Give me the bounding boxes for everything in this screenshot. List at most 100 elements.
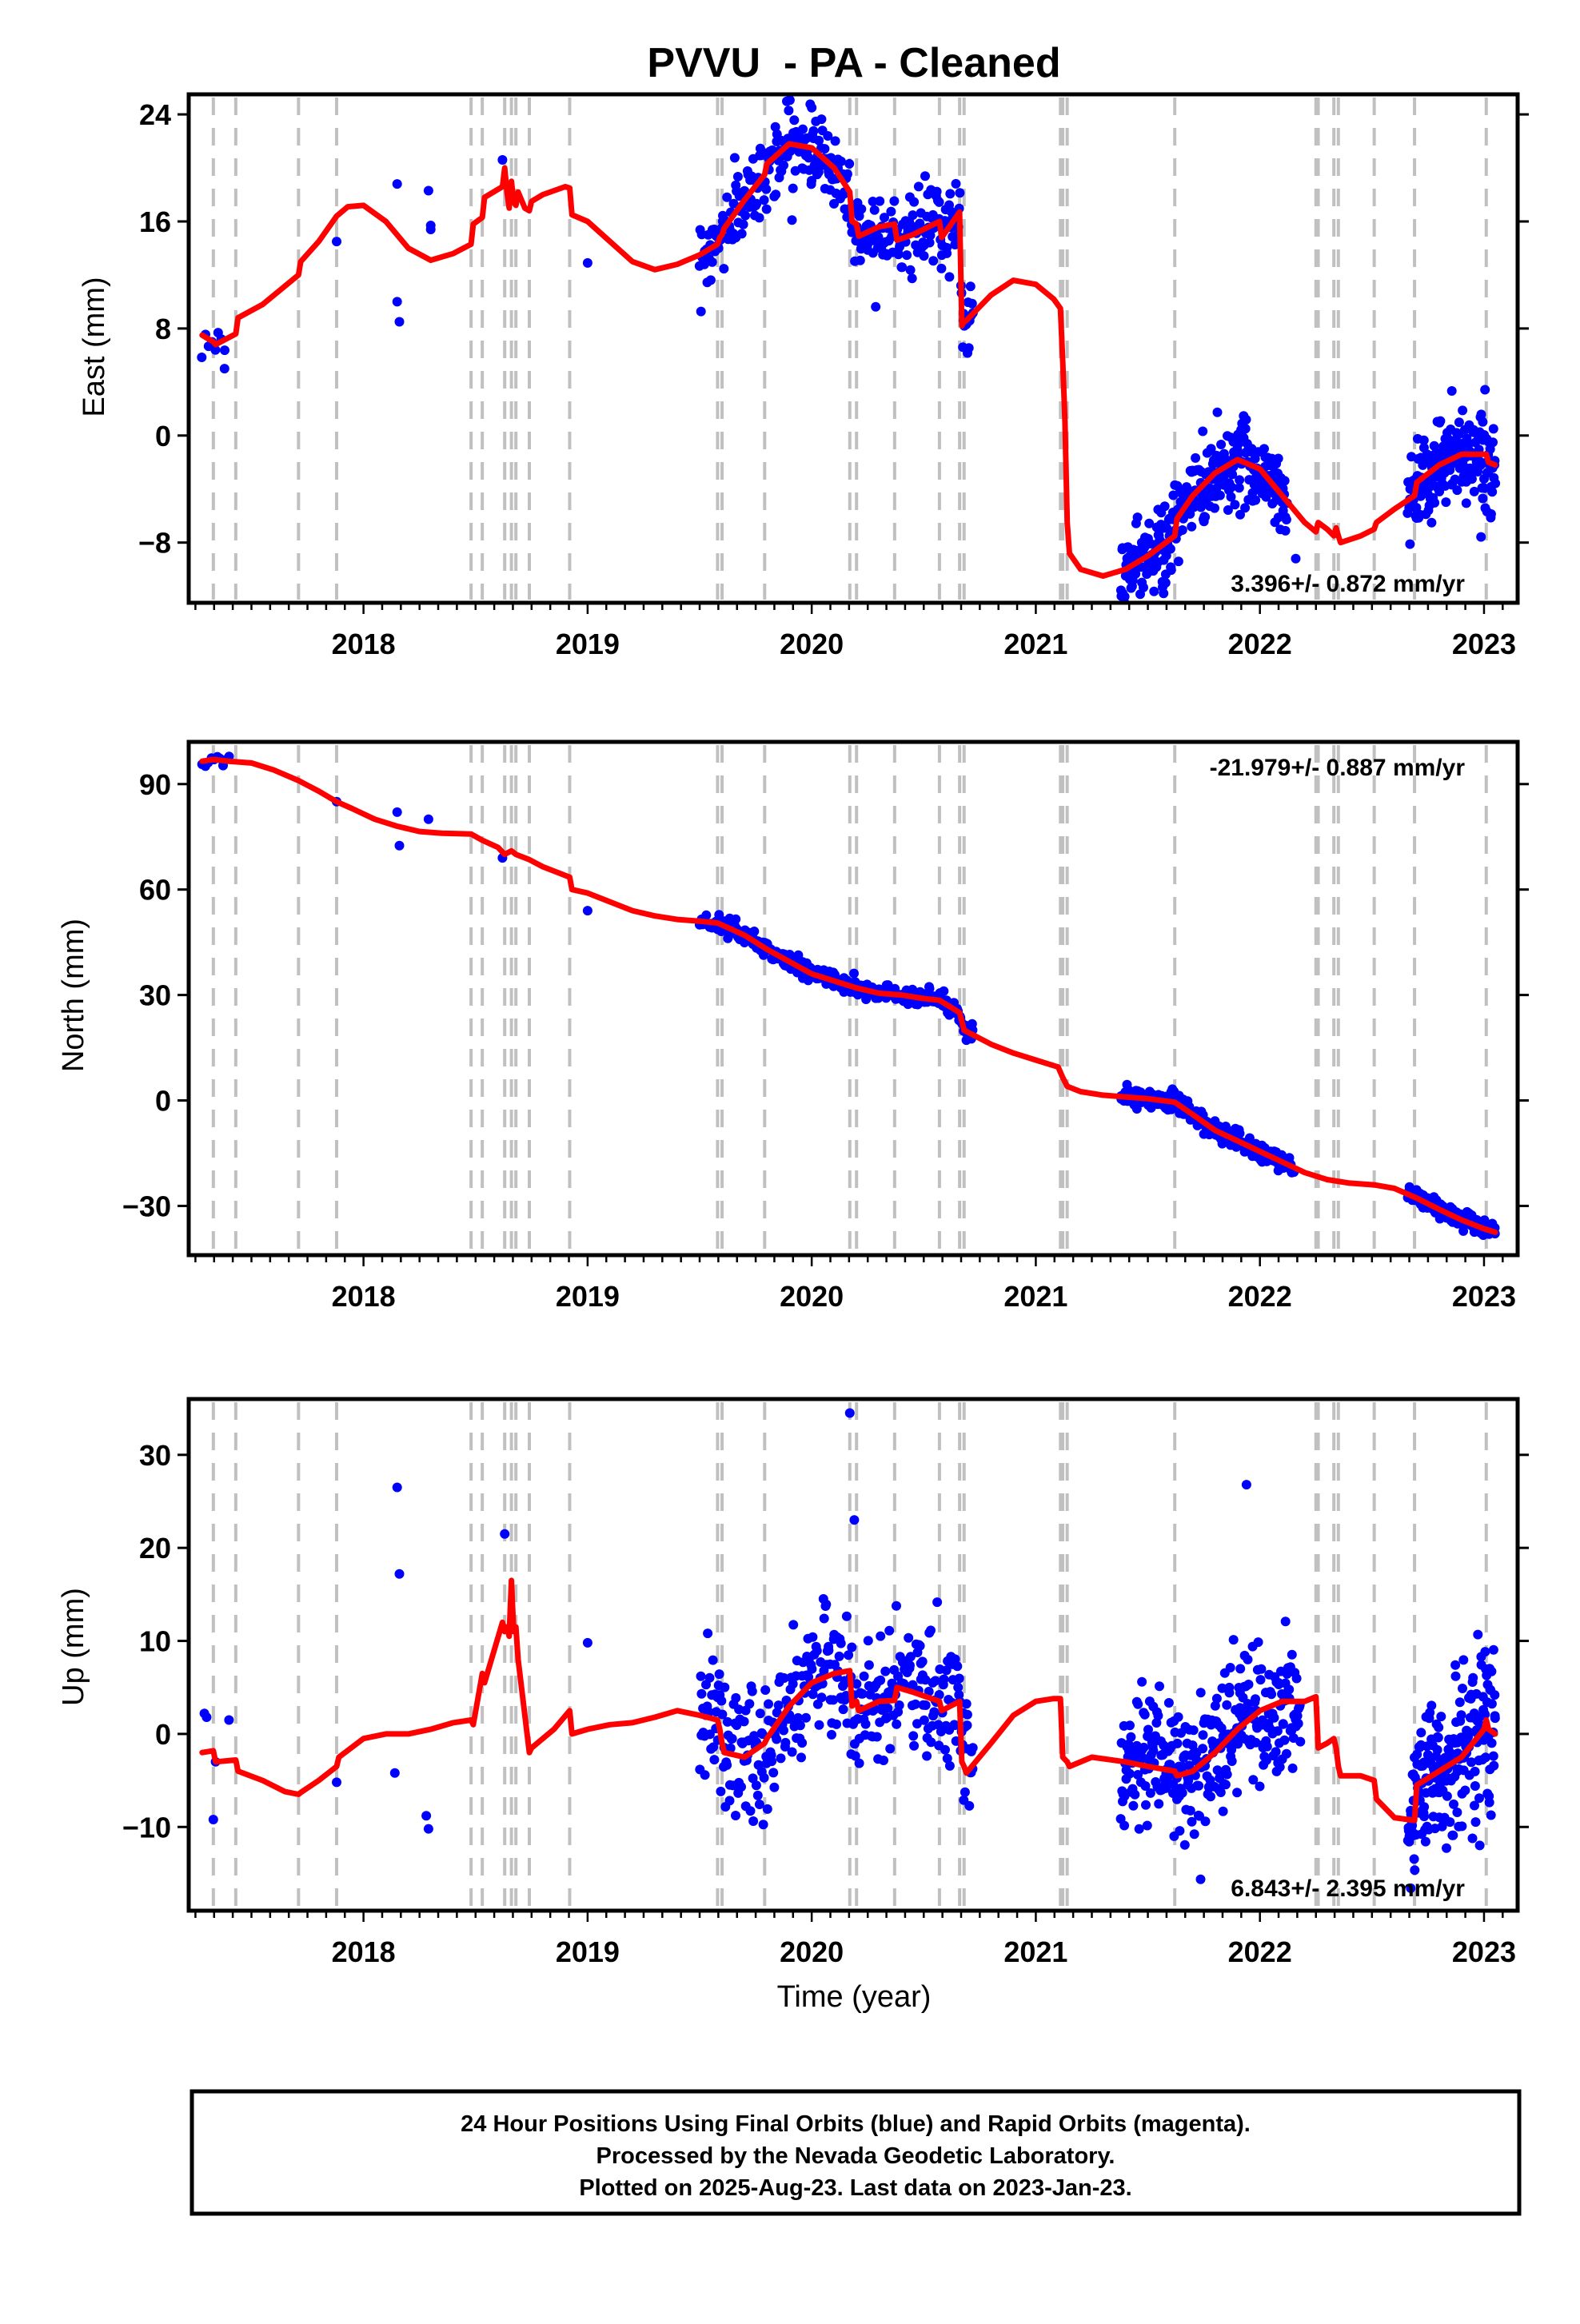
up-data-point	[834, 1651, 844, 1661]
up-data-point	[1126, 1732, 1136, 1742]
up-data-point	[808, 1689, 818, 1700]
east-data-point	[869, 205, 880, 215]
up-data-point	[1119, 1820, 1130, 1831]
footer-line-1: 24 Hour Positions Using Final Orbits (bl…	[461, 2111, 1251, 2137]
up-data-point	[876, 1631, 886, 1641]
up-data-point	[1256, 1664, 1267, 1674]
east-data-point	[759, 195, 769, 205]
up-data-point	[1262, 1755, 1271, 1765]
east-data-point	[770, 122, 780, 132]
east-data-point	[1418, 435, 1429, 445]
east-data-point	[1206, 444, 1216, 454]
up-data-point	[745, 1806, 756, 1816]
east-data-point	[1251, 495, 1261, 505]
east-x-tick-label: 2021	[1003, 628, 1067, 660]
up-outlier-point	[423, 1824, 433, 1834]
up-data-point	[1194, 1780, 1204, 1791]
up-data-point	[1432, 1744, 1442, 1755]
east-data-point	[1230, 500, 1240, 510]
up-data-point	[722, 1760, 732, 1770]
up-data-point	[727, 1733, 737, 1744]
up-data-point	[801, 1712, 811, 1723]
up-data-point	[1488, 1751, 1498, 1761]
up-data-point	[720, 1682, 730, 1692]
up-data-point	[1420, 1836, 1430, 1847]
east-data-point	[873, 232, 884, 242]
up-data-point	[772, 1708, 782, 1718]
east-data-point	[1441, 497, 1451, 508]
east-y-tick-label: −8	[138, 527, 171, 560]
east-data-point	[696, 306, 706, 317]
east-outlier-point	[425, 225, 436, 234]
east-data-point	[1280, 525, 1291, 536]
up-data-point	[1141, 1800, 1151, 1810]
up-data-point	[704, 1672, 715, 1683]
up-data-point	[795, 1720, 805, 1731]
east-data-point	[1487, 487, 1498, 497]
up-data-point	[922, 1751, 932, 1761]
up-data-point	[716, 1786, 726, 1796]
east-data-point	[1458, 405, 1468, 416]
footer-box: 24 Hour Positions Using Final Orbits (bl…	[190, 2089, 1522, 2216]
up-data-point	[1410, 1865, 1420, 1876]
east-data-point	[210, 345, 221, 355]
up-data-point	[1467, 1833, 1478, 1844]
east-data-point	[1144, 518, 1155, 528]
up-data-point	[1243, 1680, 1254, 1689]
up-data-point	[880, 1666, 891, 1676]
up-data-point	[1460, 1785, 1470, 1796]
up-data-point	[1233, 1739, 1243, 1749]
up-data-point	[808, 1632, 818, 1642]
up-data-point	[780, 1737, 791, 1748]
up-data-point	[1282, 1748, 1291, 1759]
east-data-point	[1227, 482, 1237, 492]
east-data-point	[928, 256, 939, 266]
up-data-point	[1228, 1635, 1239, 1645]
north-data-point	[1458, 1226, 1469, 1236]
up-data-point	[696, 1688, 707, 1699]
up-data-point	[932, 1597, 943, 1608]
east-data-point	[816, 114, 827, 125]
up-data-point	[1436, 1712, 1446, 1722]
footer-line-2: Processed by the Nevada Geodetic Laborat…	[596, 2143, 1115, 2169]
east-outlier-point	[582, 257, 592, 268]
north-data-point	[749, 927, 760, 936]
up-data-point	[779, 1725, 788, 1736]
up-data-point	[1130, 1789, 1140, 1800]
east-data-point	[1478, 417, 1488, 427]
up-data-point	[905, 1660, 915, 1671]
east-data-point	[856, 204, 867, 214]
east-data-point	[886, 206, 896, 217]
up-data-point	[930, 1676, 940, 1686]
up-data-point	[1456, 1710, 1466, 1720]
up-data-point	[1227, 1756, 1237, 1766]
up-data-point	[714, 1669, 724, 1680]
east-data-point	[1149, 586, 1159, 596]
up-data-point	[920, 1675, 931, 1685]
east-model-line	[199, 141, 1498, 579]
east-data-point	[830, 136, 840, 146]
east-data-point	[1466, 474, 1477, 484]
up-outlier-point	[849, 1515, 860, 1525]
up-data-point	[758, 1820, 768, 1830]
up-data-point	[908, 1731, 919, 1741]
east-data-point	[1159, 501, 1170, 512]
east-data-point	[779, 160, 788, 170]
east-data-point	[729, 153, 740, 163]
east-data-point	[1486, 509, 1496, 519]
up-data-point	[1139, 1709, 1150, 1720]
east-data-point	[965, 281, 976, 292]
up-outlier-point	[844, 1408, 855, 1418]
up-data-point	[1489, 1760, 1499, 1771]
east-y-tick-label: 8	[155, 313, 171, 345]
east-data-point	[934, 197, 944, 207]
up-data-point	[1419, 1802, 1430, 1812]
east-data-point	[1132, 512, 1143, 523]
east-data-point	[1223, 505, 1233, 515]
north-data-point	[939, 986, 949, 996]
east-data-point	[1446, 386, 1457, 396]
north-y-tick-label: 60	[139, 874, 171, 907]
east-data-point	[945, 189, 956, 199]
up-data-point	[876, 1675, 886, 1685]
up-data-point	[942, 1753, 952, 1764]
